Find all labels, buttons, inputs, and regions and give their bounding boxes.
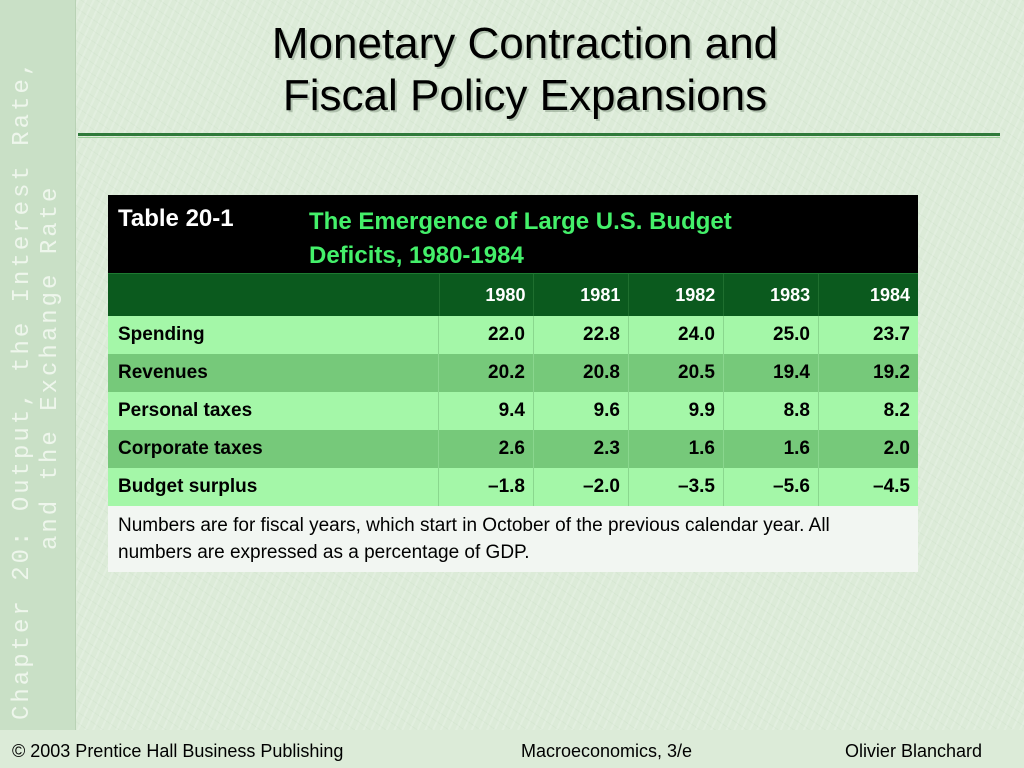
table-cell: 20.2 bbox=[439, 354, 534, 392]
row-label: Spending bbox=[108, 316, 439, 354]
table-cell: 9.4 bbox=[439, 392, 534, 430]
column-header: 1984 bbox=[869, 285, 910, 305]
title-divider-highlight bbox=[78, 137, 1000, 138]
table-cell: 8.2 bbox=[883, 400, 910, 421]
table-cell: 19.2 bbox=[873, 362, 910, 383]
table-note: Numbers are for fiscal years, which star… bbox=[108, 506, 918, 572]
table-row: Spending 22.0 22.8 24.0 25.0 23.7 bbox=[108, 316, 918, 354]
table-row: Budget surplus –1.8 –2.0 –3.5 –5.6 –4.5 bbox=[108, 468, 918, 506]
slide-footer: © 2003 Prentice Hall Business Publishing… bbox=[0, 730, 1024, 768]
table-row: Personal taxes 9.4 9.6 9.9 8.8 8.2 bbox=[108, 392, 918, 430]
table-cell: 9.6 bbox=[534, 392, 629, 430]
slide-title-line2: Fiscal Policy Expansions bbox=[282, 71, 768, 120]
table-header: Table 20-1 The Emergence of Large U.S. B… bbox=[108, 195, 918, 273]
table-cell: 9.9 bbox=[629, 392, 724, 430]
chapter-title-vertical: Chapter 20: Output, the Interest Rate, a… bbox=[9, 58, 65, 720]
table-row: Revenues 20.2 20.8 20.5 19.4 19.2 bbox=[108, 354, 918, 392]
table-cell: –2.0 bbox=[534, 468, 629, 506]
footer-copyright: © 2003 Prentice Hall Business Publishing bbox=[12, 741, 344, 761]
row-label: Revenues bbox=[108, 354, 439, 392]
table-cell: 1.6 bbox=[724, 430, 819, 468]
row-label: Corporate taxes bbox=[108, 430, 439, 468]
table-number: Table 20-1 bbox=[118, 205, 234, 232]
table-cell: –1.8 bbox=[439, 468, 534, 506]
table-cell: 20.8 bbox=[534, 354, 629, 392]
table-column-headers: 1980 1981 1982 1983 1984 bbox=[108, 273, 918, 316]
column-header-blank bbox=[108, 274, 440, 316]
row-label: Personal taxes bbox=[108, 392, 439, 430]
table-cell: 1.6 bbox=[629, 430, 724, 468]
table-cell: 22.0 bbox=[439, 316, 534, 354]
table-cell: –5.6 bbox=[724, 468, 819, 506]
column-header: 1982 bbox=[629, 274, 725, 316]
footer-author: Olivier Blanchard bbox=[844, 741, 982, 761]
chapter-sidebar: Chapter 20: Output, the Interest Rate, a… bbox=[0, 0, 76, 730]
table-cell: 19.4 bbox=[724, 354, 819, 392]
table-cell: 2.0 bbox=[883, 438, 910, 459]
slide-title-line1: Monetary Contraction and bbox=[271, 19, 779, 68]
table-cell: 2.3 bbox=[534, 430, 629, 468]
chapter-title-line2: and the Exchange Rate bbox=[37, 184, 64, 550]
column-header: 1980 bbox=[440, 274, 535, 316]
row-label: Budget surplus bbox=[108, 468, 439, 506]
table-title: The Emergence of Large U.S. Budget Defic… bbox=[309, 208, 732, 269]
table-cell: 20.5 bbox=[629, 354, 724, 392]
column-header: 1983 bbox=[724, 274, 820, 316]
table-cell: 25.0 bbox=[724, 316, 819, 354]
table-cell: 23.7 bbox=[873, 324, 910, 345]
table-row: Corporate taxes 2.6 2.3 1.6 1.6 2.0 bbox=[108, 430, 918, 468]
table-cell: 8.8 bbox=[724, 392, 819, 430]
table-cell: 24.0 bbox=[629, 316, 724, 354]
chapter-title-line1: Chapter 20: Output, the Interest Rate, bbox=[9, 58, 36, 720]
table-cell: –4.5 bbox=[873, 476, 910, 497]
budget-table: Table 20-1 The Emergence of Large U.S. B… bbox=[108, 195, 918, 572]
table-cell: –3.5 bbox=[629, 468, 724, 506]
column-header: 1981 bbox=[534, 274, 630, 316]
title-divider bbox=[78, 133, 1000, 136]
table-cell: 22.8 bbox=[534, 316, 629, 354]
footer-book: Macroeconomics, 3/e bbox=[521, 741, 693, 761]
table-cell: 2.6 bbox=[439, 430, 534, 468]
slide-title: Monetary Contraction and Fiscal Policy E… bbox=[130, 18, 920, 122]
